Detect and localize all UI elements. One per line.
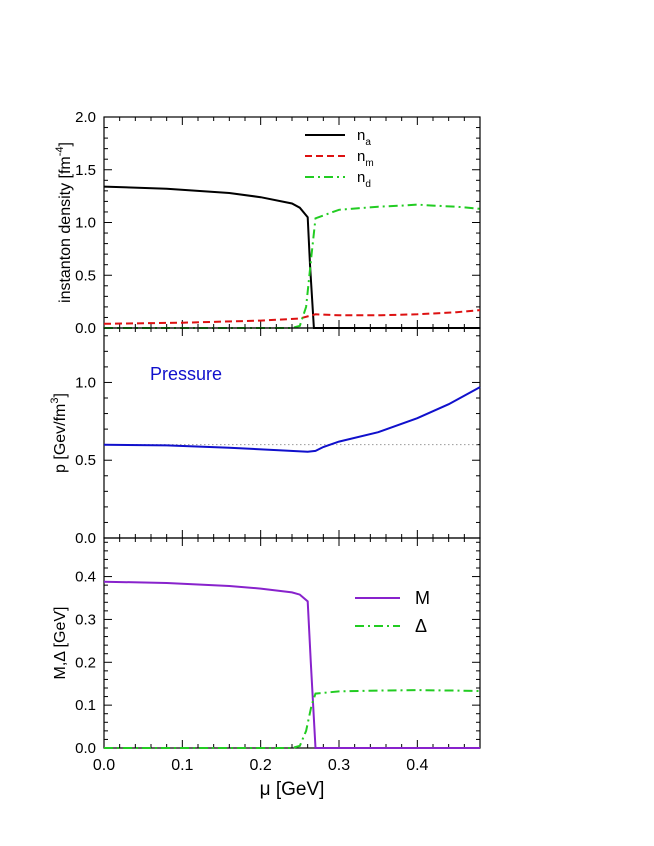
y-tick-label: 1.0: [75, 215, 96, 232]
plot-frame: [103, 327, 481, 539]
y-tick-label: 0.4: [75, 569, 96, 586]
plot-frame: [103, 537, 481, 749]
x-tick-label: 0.1: [171, 757, 193, 774]
legend-label: Δ: [415, 616, 427, 636]
y-tick-label: 0.1: [75, 697, 96, 714]
panel-3: 0.0 0.1 0.2 0.3 0.4 0.0 0.1 0.2 0.3 0.4 μ [GeV] M,Δ…: [52, 537, 481, 800]
y-tick-label: 1.0: [75, 374, 96, 391]
x-tick-label: 0.0: [93, 757, 115, 774]
y-tick-label: 0.3: [75, 611, 96, 628]
legend-label: na: [357, 127, 371, 148]
y-tick-label: 0.5: [75, 452, 96, 469]
x-tick-label: 0.4: [406, 757, 428, 774]
y-tick-label: 1.5: [75, 162, 96, 179]
y-tick-label: 0.5: [75, 267, 96, 284]
x-tick-label: 0.3: [328, 757, 350, 774]
series-line-n_m: [103, 309, 481, 325]
legend-label: nd: [357, 169, 371, 190]
x-axis-label: μ [GeV]: [260, 779, 325, 800]
panel-2: 0.0 0.5 1.0 p [Gev/fm3] Pressure: [49, 327, 481, 547]
y-axis-label: instanton density [fm-4]: [54, 142, 74, 303]
pressure-annotation: Pressure: [150, 364, 222, 384]
legend-label: nm: [357, 148, 374, 169]
series-line-n_a: [103, 185, 480, 329]
series-line-p: [103, 386, 481, 453]
y-tick-label: 0.0: [75, 740, 96, 757]
y-axis-label: M,Δ [GeV]: [52, 607, 69, 680]
series-line-Δ: [104, 689, 481, 749]
y-tick-label: 0.0: [75, 530, 96, 547]
series-line-M: [103, 580, 480, 749]
series-line-n_d: [104, 203, 481, 329]
y-tick-label: 0.0: [75, 320, 96, 337]
y-tick-label: 0.2: [75, 654, 96, 671]
x-tick-label: 0.2: [250, 757, 272, 774]
y-tick-label: 2.0: [75, 109, 96, 126]
y-axis-label: p [Gev/fm3]: [49, 393, 69, 473]
legend-label: M: [415, 588, 430, 608]
plot-frame: [103, 116, 481, 329]
